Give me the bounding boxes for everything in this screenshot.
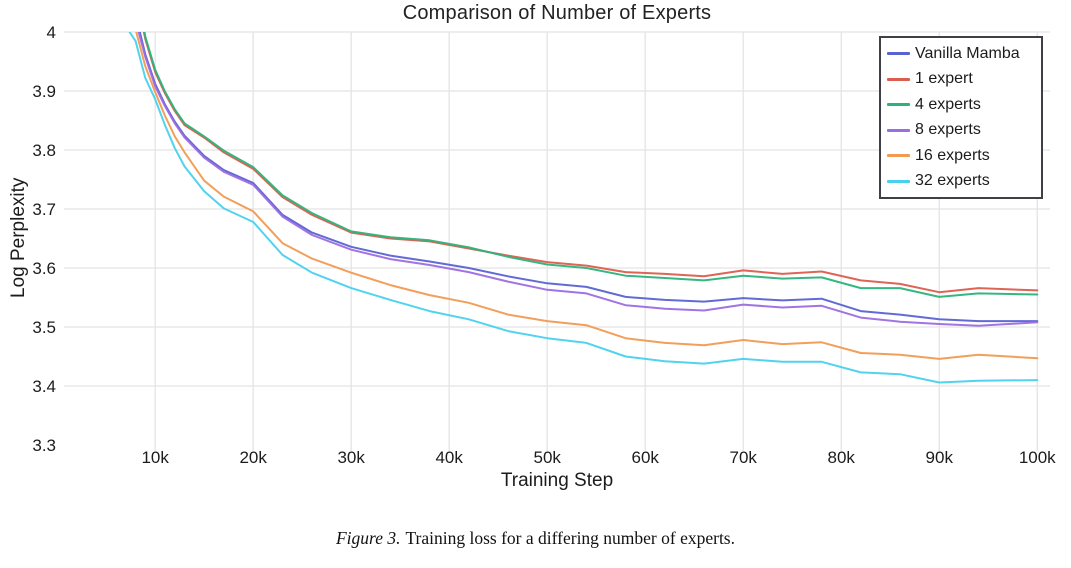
series-line-16-experts <box>135 32 1039 360</box>
legend-label: 4 experts <box>915 95 981 113</box>
legend-entry-4-experts: 4 experts <box>887 92 1035 118</box>
y-tick-label: 4 <box>47 23 56 42</box>
x-tick-label: 30k <box>337 448 365 467</box>
legend: Vanilla Mamba 1 expert 4 experts 8 experts 1… <box>879 36 1043 199</box>
legend-entry-1-expert: 1 expert <box>887 67 1035 93</box>
x-tick-label: 40k <box>435 448 463 467</box>
legend-label: 16 experts <box>915 146 990 164</box>
legend-entry-32-experts: 32 experts <box>887 169 1035 195</box>
x-tick-label: 80k <box>828 448 856 467</box>
x-axis-label: Training Step <box>500 470 614 491</box>
y-tick-label: 3.5 <box>32 318 56 337</box>
x-tick-label: 90k <box>926 448 954 467</box>
y-tick-label: 3.4 <box>32 377 56 396</box>
x-tick-label: 50k <box>533 448 561 467</box>
series-line-4-experts <box>143 32 1039 298</box>
legend-entry-vanilla-mamba: Vanilla Mamba <box>887 41 1035 67</box>
y-tick-label: 3.8 <box>32 141 56 160</box>
y-tick-label: 3.7 <box>32 200 56 219</box>
legend-line-swatch <box>887 179 910 183</box>
x-tick-label: 60k <box>631 448 659 467</box>
legend-line-swatch <box>887 103 910 107</box>
legend-line-swatch <box>887 77 910 81</box>
legend-entry-16-experts: 16 experts <box>887 143 1035 169</box>
chart-title: Comparison of Number of Experts <box>402 2 712 24</box>
legend-label: Vanilla Mamba <box>915 44 1020 62</box>
legend-line-swatch <box>887 52 910 56</box>
x-tick-label: 20k <box>239 448 267 467</box>
legend-label: 8 experts <box>915 121 981 139</box>
plot-svg: 4 3.9 3.8 3.7 3.6 3.5 3.4 3.3 10k 20k 30k 40k 50k 60k… <box>32 23 1056 467</box>
y-tick-label: 3.3 <box>32 436 56 455</box>
caption-text: Training loss for a differing number of … <box>405 528 735 548</box>
legend-line-swatch <box>887 128 910 132</box>
series-line-8-experts <box>137 32 1039 327</box>
legend-label: 32 experts <box>915 172 990 190</box>
legend-line-swatch <box>887 154 910 158</box>
figure-caption: Figure 3. Training loss for a differing n… <box>0 528 1071 549</box>
x-tick-label: 70k <box>730 448 758 467</box>
x-tick-label: 10k <box>141 448 169 467</box>
series-line-32-experts <box>128 32 1039 384</box>
y-tick-label: 3.9 <box>32 82 56 101</box>
x-tick-label: 100k <box>1019 448 1056 467</box>
y-tick-label: 3.6 <box>32 259 56 278</box>
legend-label: 1 expert <box>915 70 973 88</box>
legend-entry-8-experts: 8 experts <box>887 118 1035 144</box>
caption-label: Figure 3. <box>335 528 401 548</box>
